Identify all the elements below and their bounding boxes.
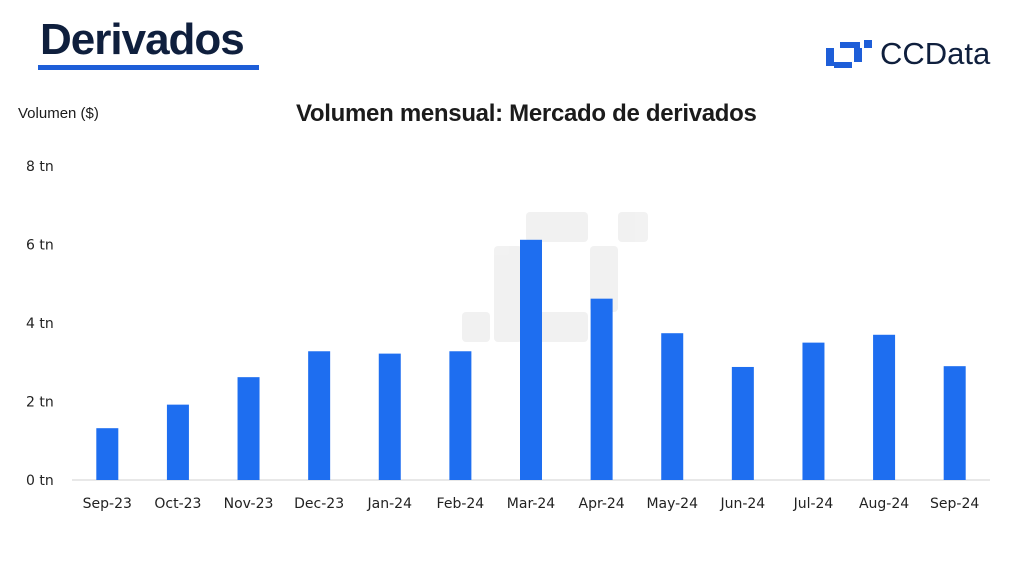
x-tick-label: Sep-24 xyxy=(930,496,979,512)
x-tick-label: Jan-24 xyxy=(367,496,413,512)
y-tick-label: 8 tn xyxy=(26,159,54,175)
brand-name: CCData xyxy=(880,36,991,71)
bar-jul-24 xyxy=(802,342,825,480)
x-tick-label: May-24 xyxy=(646,496,698,512)
y-axis-label: Volumen ($) xyxy=(18,105,99,122)
bar-aug-24 xyxy=(873,334,896,480)
x-tick-label: Feb-24 xyxy=(437,496,485,512)
x-tick-label: Jul-24 xyxy=(793,496,834,512)
ccdata-logo-icon xyxy=(826,40,872,68)
y-tick-label: 2 tn xyxy=(26,395,54,411)
x-tick-label: Oct-23 xyxy=(154,496,201,512)
x-tick-label: Sep-23 xyxy=(83,496,132,512)
watermark-logo xyxy=(462,212,648,342)
chart-title: Volumen mensual: Mercado de derivados xyxy=(296,100,757,127)
title-underline xyxy=(38,65,259,70)
x-tick-label: Apr-24 xyxy=(579,496,625,512)
bar-dec-23 xyxy=(308,351,331,480)
bar-jun-24 xyxy=(731,366,754,480)
bar-feb-24 xyxy=(449,351,472,480)
bar-jan-24 xyxy=(378,353,401,480)
bar-mar-24 xyxy=(520,239,542,480)
x-tick-label: Nov-23 xyxy=(224,496,274,512)
y-tick-label: 0 tn xyxy=(26,473,54,489)
bar-oct-23 xyxy=(166,404,189,480)
x-tick-label: Jun-24 xyxy=(719,496,765,512)
bar-sep-24 xyxy=(943,366,966,480)
bar-may-24 xyxy=(661,333,684,480)
bar-apr-24 xyxy=(590,298,613,480)
bar-nov-23 xyxy=(237,377,260,480)
y-tick-label: 6 tn xyxy=(26,238,54,254)
page-title: Derivados xyxy=(40,15,245,64)
x-tick-label: Dec-23 xyxy=(294,496,344,512)
bar-sep-23 xyxy=(96,428,119,480)
x-tick-label: Aug-24 xyxy=(859,496,909,512)
y-tick-label: 4 tn xyxy=(26,316,54,332)
x-tick-label: Mar-24 xyxy=(507,496,555,512)
